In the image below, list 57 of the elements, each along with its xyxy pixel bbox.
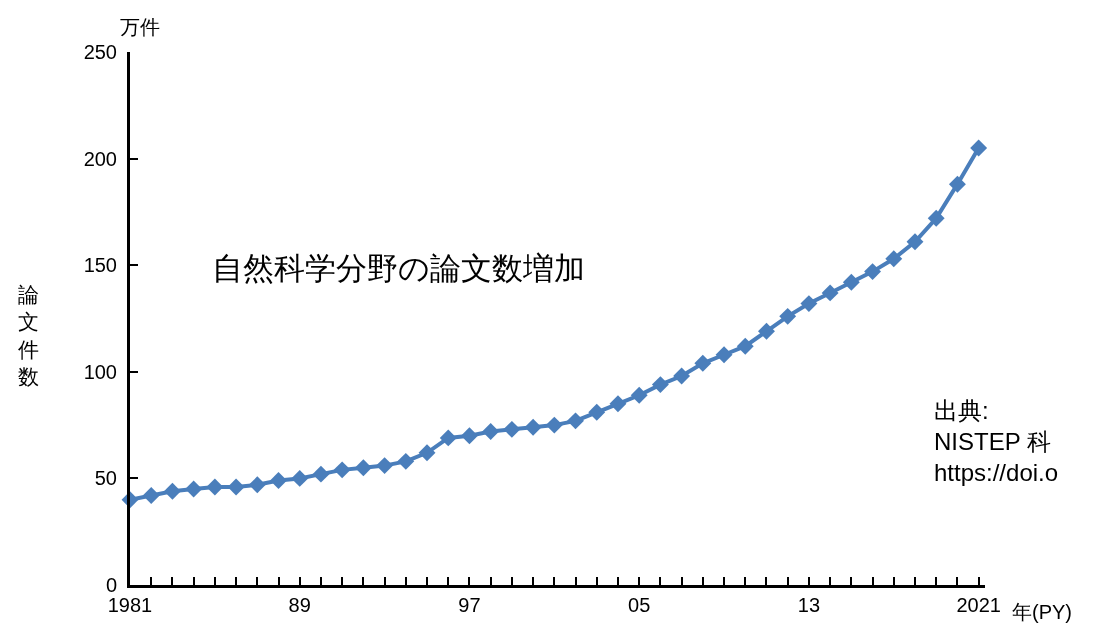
point <box>673 367 691 385</box>
y-tick-label: 150 <box>83 254 117 277</box>
y-axis-title: 論文件数 <box>18 283 39 388</box>
x-tick-label: 13 <box>797 594 821 616</box>
y-tick-label: 200 <box>83 147 117 170</box>
point <box>567 412 584 430</box>
point <box>503 420 521 438</box>
point <box>758 322 775 340</box>
y-tick-label: 0 <box>105 574 117 596</box>
point <box>291 469 309 487</box>
x-tick-label: 89 <box>288 594 311 616</box>
point <box>630 386 648 404</box>
point <box>694 354 712 372</box>
point <box>524 418 542 436</box>
x-axis-title: 年(PY) <box>1012 601 1072 623</box>
point <box>206 478 224 496</box>
point <box>588 403 606 421</box>
x-tick-label: 2021 <box>956 594 1001 616</box>
text: 万件 <box>120 16 160 38</box>
point <box>185 480 203 498</box>
point <box>545 416 563 434</box>
point <box>461 427 478 445</box>
point <box>609 395 627 413</box>
point <box>800 295 818 313</box>
point <box>821 284 839 302</box>
y-tick-label: 250 <box>83 41 117 63</box>
annotation: 自然科学分野の論文数増加 <box>212 251 585 286</box>
point <box>270 472 287 489</box>
point <box>142 487 160 504</box>
point <box>715 346 733 364</box>
point <box>439 429 457 447</box>
point <box>779 307 797 325</box>
point <box>312 465 330 483</box>
point <box>842 273 860 291</box>
point <box>885 250 903 268</box>
point <box>970 139 988 157</box>
point <box>482 423 500 440</box>
y-tick-label: 50 <box>94 467 117 490</box>
point <box>906 233 924 251</box>
point <box>354 459 372 477</box>
x-tick-label: 05 <box>628 594 651 616</box>
point <box>418 444 436 462</box>
annotation: 出典: NISTEP 科 https://doi.o <box>934 397 1059 487</box>
point <box>376 457 394 475</box>
point <box>651 376 669 394</box>
point <box>736 337 754 355</box>
point <box>227 478 245 496</box>
point <box>163 482 181 500</box>
x-tick-label: 97 <box>458 594 481 616</box>
point <box>333 461 351 479</box>
y-tick-label: 100 <box>83 360 117 383</box>
point <box>397 452 415 470</box>
point <box>864 263 882 281</box>
point <box>948 175 966 193</box>
point <box>248 476 266 494</box>
point <box>927 209 945 227</box>
x-tick-label: 1981 <box>107 594 153 616</box>
